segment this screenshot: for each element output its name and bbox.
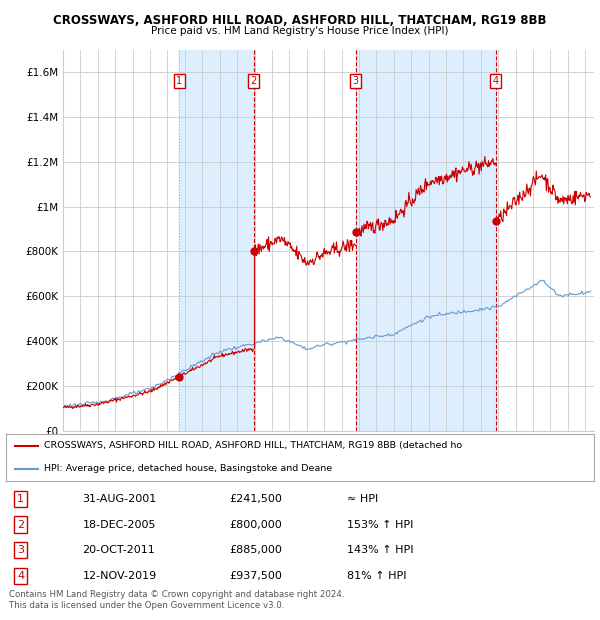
Bar <box>179 50 254 431</box>
Text: 18-DEC-2005: 18-DEC-2005 <box>82 520 156 529</box>
Text: 12-NOV-2019: 12-NOV-2019 <box>82 570 157 581</box>
Text: Price paid vs. HM Land Registry's House Price Index (HPI): Price paid vs. HM Land Registry's House … <box>151 26 449 36</box>
Text: 81% ↑ HPI: 81% ↑ HPI <box>347 570 407 581</box>
Text: £937,500: £937,500 <box>229 570 283 581</box>
Text: This data is licensed under the Open Government Licence v3.0.: This data is licensed under the Open Gov… <box>9 601 284 611</box>
Text: HPI: Average price, detached house, Basingstoke and Deane: HPI: Average price, detached house, Basi… <box>44 464 332 474</box>
Text: 20-OCT-2011: 20-OCT-2011 <box>82 545 155 555</box>
Text: 1: 1 <box>17 494 24 504</box>
Text: 153% ↑ HPI: 153% ↑ HPI <box>347 520 413 529</box>
Text: 4: 4 <box>493 76 499 86</box>
Text: £800,000: £800,000 <box>229 520 282 529</box>
Text: CROSSWAYS, ASHFORD HILL ROAD, ASHFORD HILL, THATCHAM, RG19 8BB (detached ho: CROSSWAYS, ASHFORD HILL ROAD, ASHFORD HI… <box>44 441 463 450</box>
Text: 143% ↑ HPI: 143% ↑ HPI <box>347 545 413 555</box>
Bar <box>356 50 496 431</box>
Text: 1: 1 <box>176 76 182 86</box>
Text: £241,500: £241,500 <box>229 494 283 504</box>
Text: CROSSWAYS, ASHFORD HILL ROAD, ASHFORD HILL, THATCHAM, RG19 8BB: CROSSWAYS, ASHFORD HILL ROAD, ASHFORD HI… <box>53 14 547 27</box>
Text: 2: 2 <box>17 520 24 529</box>
Text: 3: 3 <box>17 545 24 555</box>
Text: Contains HM Land Registry data © Crown copyright and database right 2024.: Contains HM Land Registry data © Crown c… <box>9 590 344 600</box>
Text: 3: 3 <box>352 76 359 86</box>
Text: £885,000: £885,000 <box>229 545 283 555</box>
Text: 4: 4 <box>17 570 24 581</box>
Text: 31-AUG-2001: 31-AUG-2001 <box>82 494 157 504</box>
Text: 2: 2 <box>251 76 257 86</box>
Text: ≈ HPI: ≈ HPI <box>347 494 378 504</box>
